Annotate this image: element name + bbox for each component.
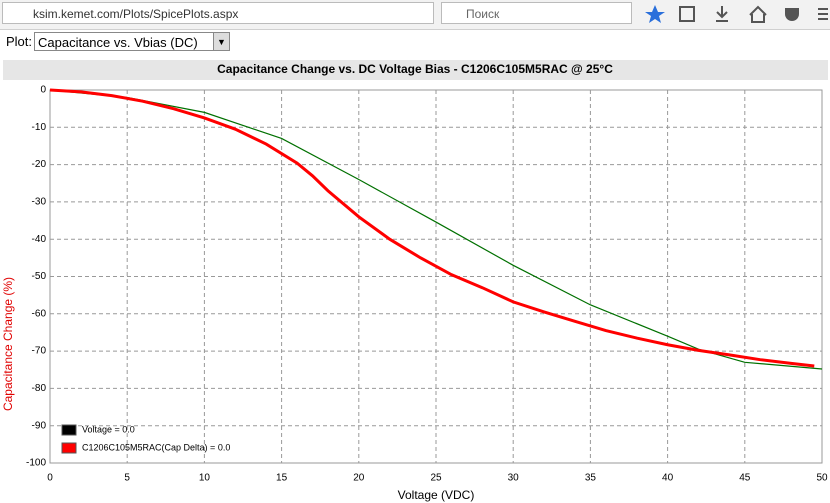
x-tick-label: 50 [816, 473, 828, 484]
x-tick-label: 40 [662, 473, 674, 484]
x-tick-label: 45 [739, 473, 751, 484]
search-box[interactable]: Поиск [441, 2, 632, 24]
download-icon[interactable] [716, 6, 728, 22]
plot-select[interactable]: Capacitance vs. Vbias (DC) ▼ [34, 32, 230, 51]
x-tick-label: 20 [353, 473, 365, 484]
legend-label: C1206C105M5RAC(Cap Delta) = 0.0 [82, 442, 230, 452]
menu-icon[interactable] [818, 8, 828, 20]
x-tick-label: 35 [585, 473, 597, 484]
select-arrow[interactable]: ▼ [213, 33, 229, 50]
plot-select-value: Capacitance vs. Vbias (DC) [38, 35, 198, 50]
home-icon[interactable] [749, 5, 767, 23]
y-tick-label: 0 [40, 85, 46, 96]
chart-title: Capacitance Change vs. DC Voltage Bias -… [217, 62, 613, 76]
toolbar-icons [645, 5, 828, 23]
bookmark-star[interactable] [645, 5, 665, 23]
data-line [49, 88, 815, 368]
y-tick-label: -70 [32, 346, 47, 357]
y-tick-label: -10 [32, 122, 47, 133]
y-axis-label: Capacitance Change (%) [1, 277, 15, 411]
y-tick-label: -30 [32, 197, 47, 208]
x-axis-label: Voltage (VDC) [398, 488, 475, 502]
legend-swatch [61, 442, 77, 454]
legend-label: Voltage = 0.0 [82, 424, 135, 434]
y-tick-label: -40 [32, 234, 47, 245]
legend-swatch [61, 424, 77, 436]
pocket-icon[interactable] [785, 8, 799, 21]
x-tick-label: 30 [508, 473, 520, 484]
x-tick-label: 0 [47, 473, 53, 484]
y-tick-label: -50 [32, 271, 47, 282]
y-tick-label: -100 [26, 458, 46, 469]
y-tick-label: -60 [32, 308, 47, 319]
chart: Capacitance Change vs. DC Voltage Bias -… [1, 60, 828, 502]
x-tick-label: 5 [124, 473, 130, 484]
y-tick-label: -90 [32, 420, 47, 431]
browser-toolbar: ksim.kemet.com/Plots/SpicePlots.aspx Пои… [0, 0, 830, 30]
bookmarks-icon[interactable] [679, 6, 695, 22]
address-bar[interactable]: ksim.kemet.com/Plots/SpicePlots.aspx [2, 2, 434, 24]
title-bar [3, 60, 828, 80]
y-tick-label: -80 [32, 383, 47, 394]
y-tick-label: -20 [32, 159, 47, 170]
x-tick-label: 25 [430, 473, 442, 484]
x-tick-label: 10 [199, 473, 211, 484]
plot-label: Plot: [6, 34, 33, 49]
x-tick-label: 15 [276, 473, 288, 484]
